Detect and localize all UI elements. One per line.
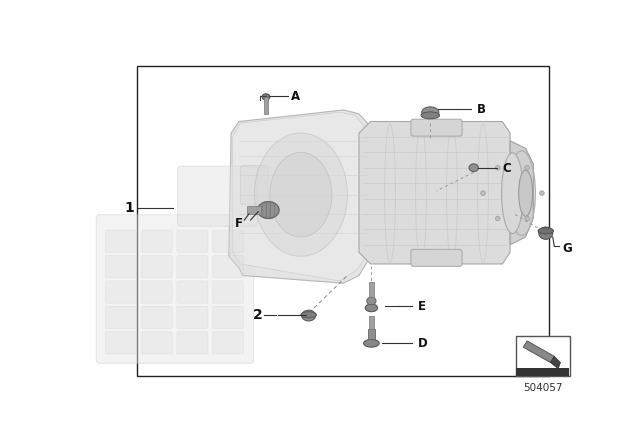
Point: [502, 134, 510, 140]
Ellipse shape: [525, 216, 529, 221]
Text: 504057: 504057: [523, 383, 563, 392]
Ellipse shape: [469, 164, 478, 172]
FancyBboxPatch shape: [106, 255, 136, 278]
Point: [363, 154, 371, 159]
Ellipse shape: [422, 107, 439, 118]
Point: [235, 192, 243, 198]
Ellipse shape: [495, 165, 500, 170]
Point: [359, 227, 367, 232]
Point: [502, 242, 510, 247]
FancyBboxPatch shape: [141, 255, 172, 278]
Point: [235, 154, 243, 159]
FancyBboxPatch shape: [177, 230, 208, 252]
Ellipse shape: [540, 191, 544, 195]
Polygon shape: [359, 121, 510, 264]
Text: C: C: [502, 162, 511, 175]
Point: [363, 211, 371, 217]
Ellipse shape: [262, 94, 270, 100]
FancyBboxPatch shape: [177, 281, 208, 303]
Ellipse shape: [270, 152, 332, 237]
Polygon shape: [550, 356, 561, 369]
Point: [235, 211, 243, 217]
Polygon shape: [233, 112, 370, 281]
Point: [363, 192, 371, 198]
Ellipse shape: [301, 310, 316, 321]
Ellipse shape: [254, 133, 348, 256]
Point: [502, 196, 510, 201]
Bar: [516, 336, 570, 376]
Text: F: F: [235, 217, 243, 230]
FancyBboxPatch shape: [177, 332, 208, 354]
Ellipse shape: [367, 297, 376, 305]
Polygon shape: [229, 110, 373, 283]
Point: [359, 211, 367, 217]
Text: 1: 1: [125, 201, 134, 215]
FancyBboxPatch shape: [141, 230, 172, 252]
Text: 2: 2: [252, 308, 262, 322]
FancyBboxPatch shape: [178, 166, 257, 226]
Ellipse shape: [495, 216, 500, 221]
Ellipse shape: [539, 227, 553, 239]
FancyBboxPatch shape: [141, 281, 172, 303]
Bar: [246, 206, 260, 214]
Point: [359, 150, 367, 155]
Ellipse shape: [502, 153, 524, 233]
Ellipse shape: [538, 228, 554, 234]
Point: [235, 138, 243, 143]
FancyBboxPatch shape: [241, 165, 268, 205]
FancyBboxPatch shape: [212, 255, 244, 278]
Point: [502, 165, 510, 170]
Point: [502, 181, 510, 186]
Point: [502, 227, 510, 232]
FancyBboxPatch shape: [141, 306, 172, 329]
Text: G: G: [562, 242, 572, 255]
Point: [235, 230, 243, 236]
FancyBboxPatch shape: [411, 250, 462, 266]
Bar: [367, 329, 375, 340]
FancyBboxPatch shape: [141, 332, 172, 354]
Point: [363, 138, 371, 143]
FancyBboxPatch shape: [212, 281, 244, 303]
FancyBboxPatch shape: [411, 119, 462, 136]
Ellipse shape: [481, 191, 485, 195]
Ellipse shape: [301, 312, 316, 318]
FancyBboxPatch shape: [106, 230, 136, 252]
Polygon shape: [510, 141, 533, 245]
FancyBboxPatch shape: [212, 230, 244, 252]
Bar: [137, 66, 548, 376]
FancyBboxPatch shape: [106, 306, 136, 329]
Point: [363, 173, 371, 178]
Point: [359, 134, 367, 140]
Bar: [264, 97, 268, 114]
Point: [502, 150, 510, 155]
Ellipse shape: [518, 170, 532, 216]
Point: [359, 165, 367, 170]
Polygon shape: [524, 341, 554, 362]
Text: D: D: [418, 337, 428, 350]
Bar: [516, 368, 569, 375]
FancyBboxPatch shape: [212, 332, 244, 354]
FancyBboxPatch shape: [106, 281, 136, 303]
Ellipse shape: [421, 112, 440, 119]
Point: [235, 173, 243, 178]
Point: [359, 181, 367, 186]
Bar: [369, 316, 374, 329]
Text: E: E: [418, 300, 426, 313]
Text: B: B: [477, 103, 486, 116]
FancyBboxPatch shape: [177, 255, 208, 278]
FancyBboxPatch shape: [177, 306, 208, 329]
Point: [502, 211, 510, 217]
Point: [363, 230, 371, 236]
Ellipse shape: [525, 165, 529, 170]
FancyBboxPatch shape: [96, 215, 253, 363]
Ellipse shape: [257, 202, 279, 219]
Point: [359, 196, 367, 201]
Ellipse shape: [364, 340, 379, 347]
Ellipse shape: [365, 304, 378, 312]
Bar: [369, 282, 374, 297]
FancyBboxPatch shape: [212, 306, 244, 329]
FancyBboxPatch shape: [106, 332, 136, 354]
Point: [359, 242, 367, 247]
Text: A: A: [291, 90, 300, 103]
